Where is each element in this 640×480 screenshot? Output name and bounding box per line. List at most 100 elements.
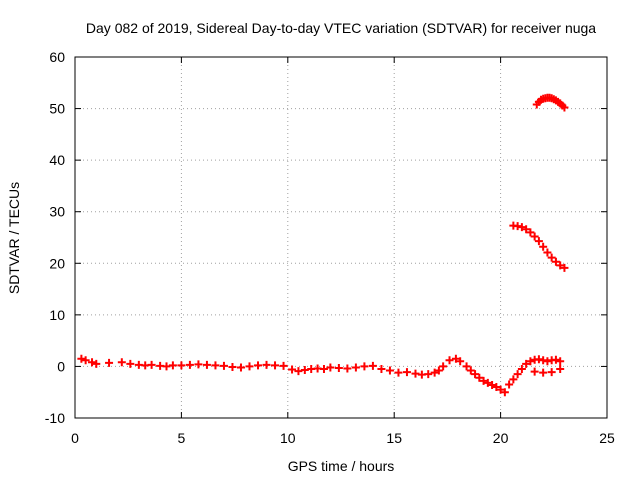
x-tick-label: 15 [386,430,402,446]
data-point [488,380,497,389]
data-point [547,368,556,377]
data-point [556,357,565,366]
data-point [88,358,97,367]
data-point [228,362,237,371]
data-point [424,370,433,379]
data-point [117,358,126,367]
series-high-arc [532,93,569,112]
data-point [236,363,245,372]
data-point [556,365,565,374]
data-point [526,228,535,237]
data-point [551,257,560,266]
data-point [147,360,156,369]
data-point [522,359,531,368]
data-point [517,365,526,374]
data-point [262,360,271,369]
y-tick-label: 30 [49,204,65,220]
data-point [168,361,177,370]
data-point [326,363,335,372]
data-point [539,368,548,377]
data-point [500,388,509,397]
x-tick-label: 20 [493,430,509,446]
y-tick-label: 20 [49,255,65,271]
data-point [492,383,501,392]
data-point [539,356,548,365]
data-point [294,367,303,376]
data-point [526,357,535,366]
y-tick-label: 60 [49,49,65,65]
data-point [513,222,522,231]
data-point [430,368,439,377]
plot-frame [74,56,608,419]
data-point [385,366,394,375]
data-point [551,355,560,364]
y-tick-label: -10 [45,410,65,426]
data-point [547,253,556,262]
data-point [319,365,328,374]
y-tick-label: 50 [49,101,65,117]
x-tick-label: 25 [599,430,615,446]
data-point [202,360,211,369]
data-point [211,361,220,370]
data-point [475,373,484,382]
data-point [517,223,526,232]
data-point [360,362,369,371]
data-point [394,368,403,377]
data-point [279,361,288,370]
data-point [556,261,565,270]
data-point [462,362,471,371]
data-point [162,362,171,371]
data-point [456,357,465,366]
data-point [522,225,531,234]
data-point [334,363,343,372]
data-point [288,365,297,374]
data-point [513,370,522,379]
data-point [483,378,492,387]
data-points [77,93,569,397]
data-point [445,356,454,365]
data-point [254,361,263,370]
data-point [77,354,86,363]
data-point [300,366,309,375]
data-point [105,358,114,367]
data-point [560,263,569,272]
data-point [245,362,254,371]
data-point [185,360,194,369]
data-point [534,355,543,364]
x-tick-label: 5 [178,430,186,446]
x-axis-label: GPS time / hours [288,458,395,474]
data-point [81,356,90,365]
x-tick-label: 0 [71,430,79,446]
data-point [194,360,203,369]
data-point [126,359,135,368]
data-point [530,232,539,241]
axis-ticks: 0 5 10 15 20 25 -10 0 10 20 30 40 50 60 [45,49,615,446]
data-point [219,361,228,370]
data-point [343,364,352,373]
data-point [451,354,460,363]
y-tick-label: 40 [49,152,65,168]
data-point [543,248,552,257]
data-point [411,369,420,378]
series-low-level [77,354,565,397]
data-point [368,361,377,370]
data-point [539,242,548,251]
data-point [271,361,280,370]
data-point [466,366,475,375]
data-point [543,357,552,366]
x-tick-label: 10 [280,430,296,446]
data-point [439,362,448,371]
data-point [560,103,569,112]
data-point [351,363,360,372]
data-point [92,359,101,368]
y-axis-label: SDTVAR / TECUs [6,182,22,294]
data-point [530,367,539,376]
y-tick-label: 10 [49,307,65,323]
data-point [377,365,386,374]
chart-title: Day 082 of 2019, Sidereal Day-to-day VTE… [86,20,596,36]
series-mid-arc [509,221,569,272]
data-point [434,366,443,375]
data-point [534,237,543,246]
